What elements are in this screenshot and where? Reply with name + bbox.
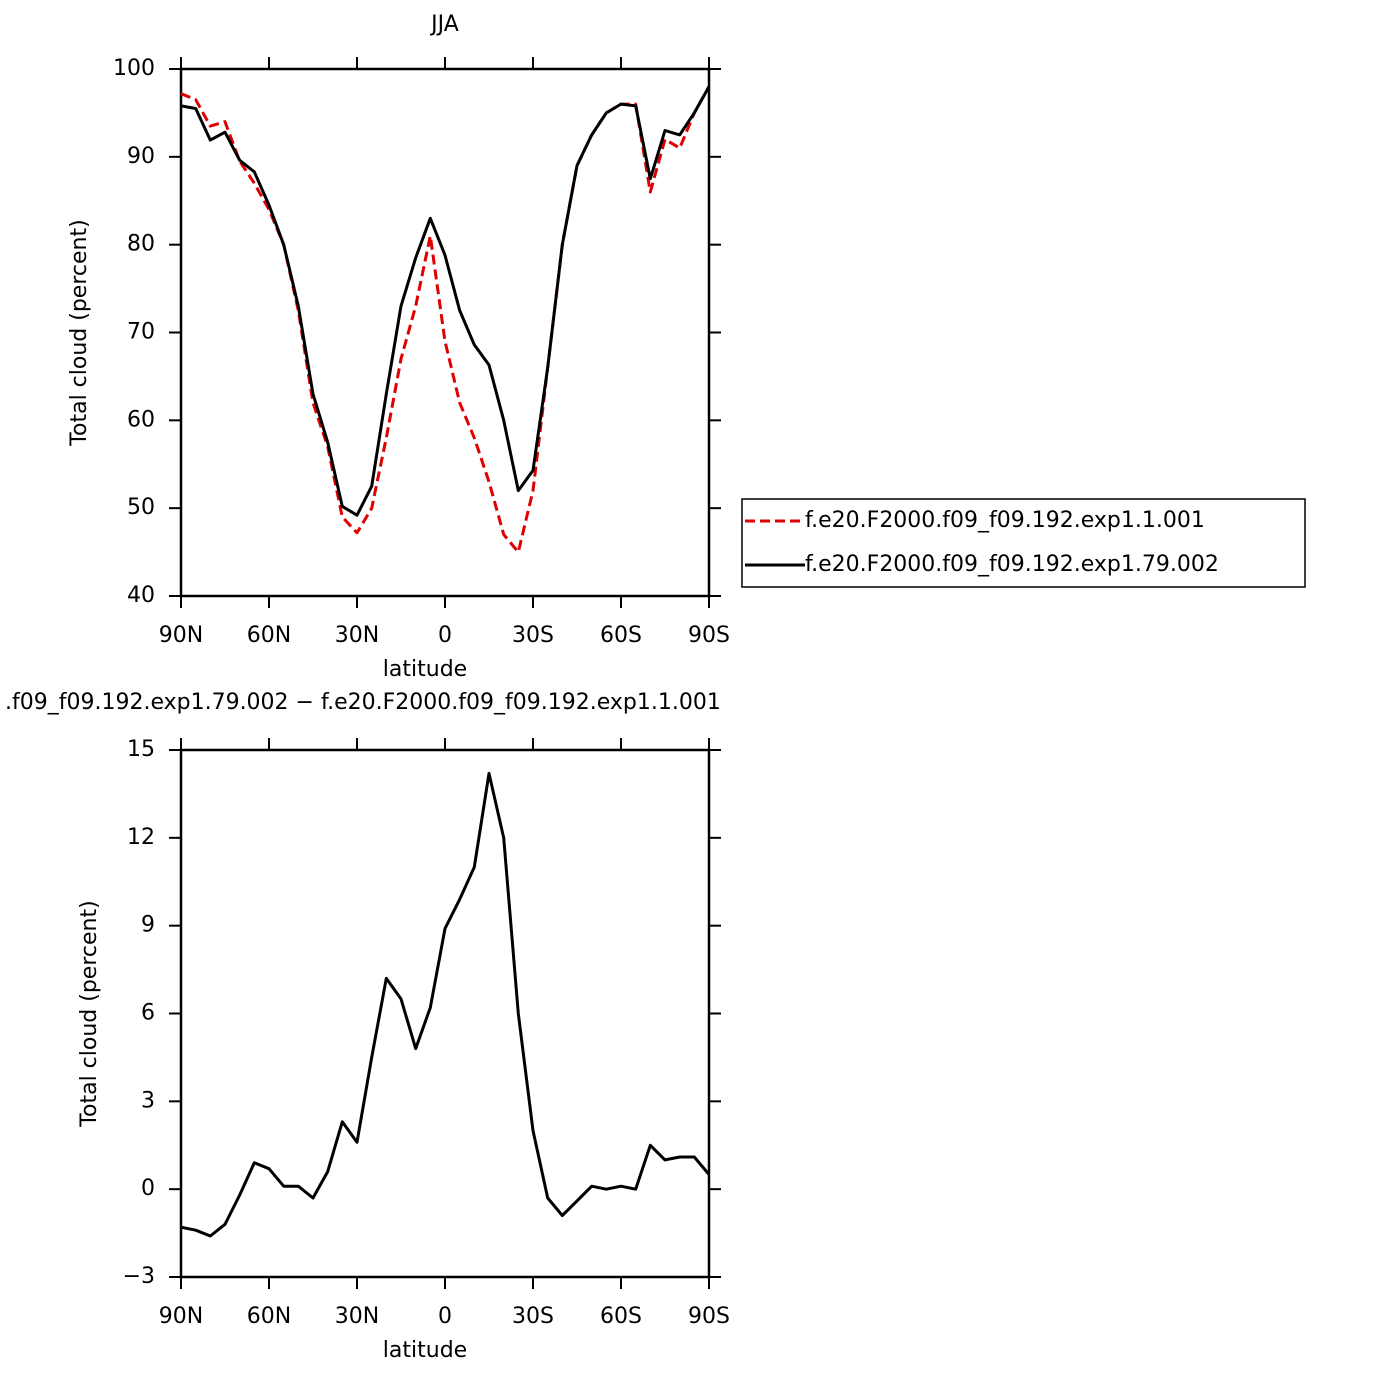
x-tick-label: 90N	[159, 623, 203, 648]
x-tick-label: 30S	[512, 623, 554, 648]
chart-title: JJA	[429, 12, 459, 37]
chart-title: .f09_f09.192.exp1.79.002 − f.e20.F2000.f…	[5, 690, 721, 715]
y-tick-label: 15	[127, 737, 155, 762]
y-axis-label: Total cloud (percent)	[77, 900, 102, 1127]
x-tick-label: 0	[438, 623, 452, 648]
data-line	[180, 85, 711, 554]
y-tick-label: 50	[127, 495, 155, 520]
legend-label: f.e20.F2000.f09_f09.192.exp1.1.001	[805, 508, 1205, 533]
data-line	[180, 85, 711, 517]
legend-label: f.e20.F2000.f09_f09.192.exp1.79.002	[805, 552, 1219, 577]
legend-box	[741, 498, 1306, 588]
x-axis-label: latitude	[383, 657, 467, 682]
y-tick-label: 90	[127, 144, 155, 169]
y-tick-label: 100	[113, 56, 155, 81]
plot-frame	[179, 748, 711, 1279]
y-tick-label: 80	[127, 232, 155, 257]
y-tick-label: −3	[123, 1264, 155, 1289]
x-tick-label: 60N	[247, 1304, 291, 1329]
y-tick-label: 0	[141, 1176, 155, 1201]
y-tick-label: 40	[127, 583, 155, 608]
y-tick-label: 60	[127, 407, 155, 432]
data-line	[180, 771, 711, 1238]
x-tick-label: 90N	[159, 1304, 203, 1329]
y-tick-label: 6	[141, 1001, 155, 1026]
x-tick-label: 0	[438, 1304, 452, 1329]
x-tick-label: 30N	[335, 1304, 379, 1329]
y-tick-label: 12	[127, 825, 155, 850]
x-tick-label: 60S	[600, 1304, 642, 1329]
y-tick-label: 9	[141, 913, 155, 938]
x-tick-label: 30S	[512, 1304, 554, 1329]
y-axis-label: Total cloud (percent)	[67, 219, 92, 446]
x-tick-label: 60S	[600, 623, 642, 648]
y-tick-label: 70	[127, 320, 155, 345]
y-tick-label: 3	[141, 1088, 155, 1113]
x-tick-label: 90S	[688, 1304, 730, 1329]
plot-frame	[179, 67, 711, 598]
x-axis-label: latitude	[383, 1338, 467, 1363]
x-tick-label: 90S	[688, 623, 730, 648]
x-tick-label: 60N	[247, 623, 291, 648]
x-tick-label: 30N	[335, 623, 379, 648]
